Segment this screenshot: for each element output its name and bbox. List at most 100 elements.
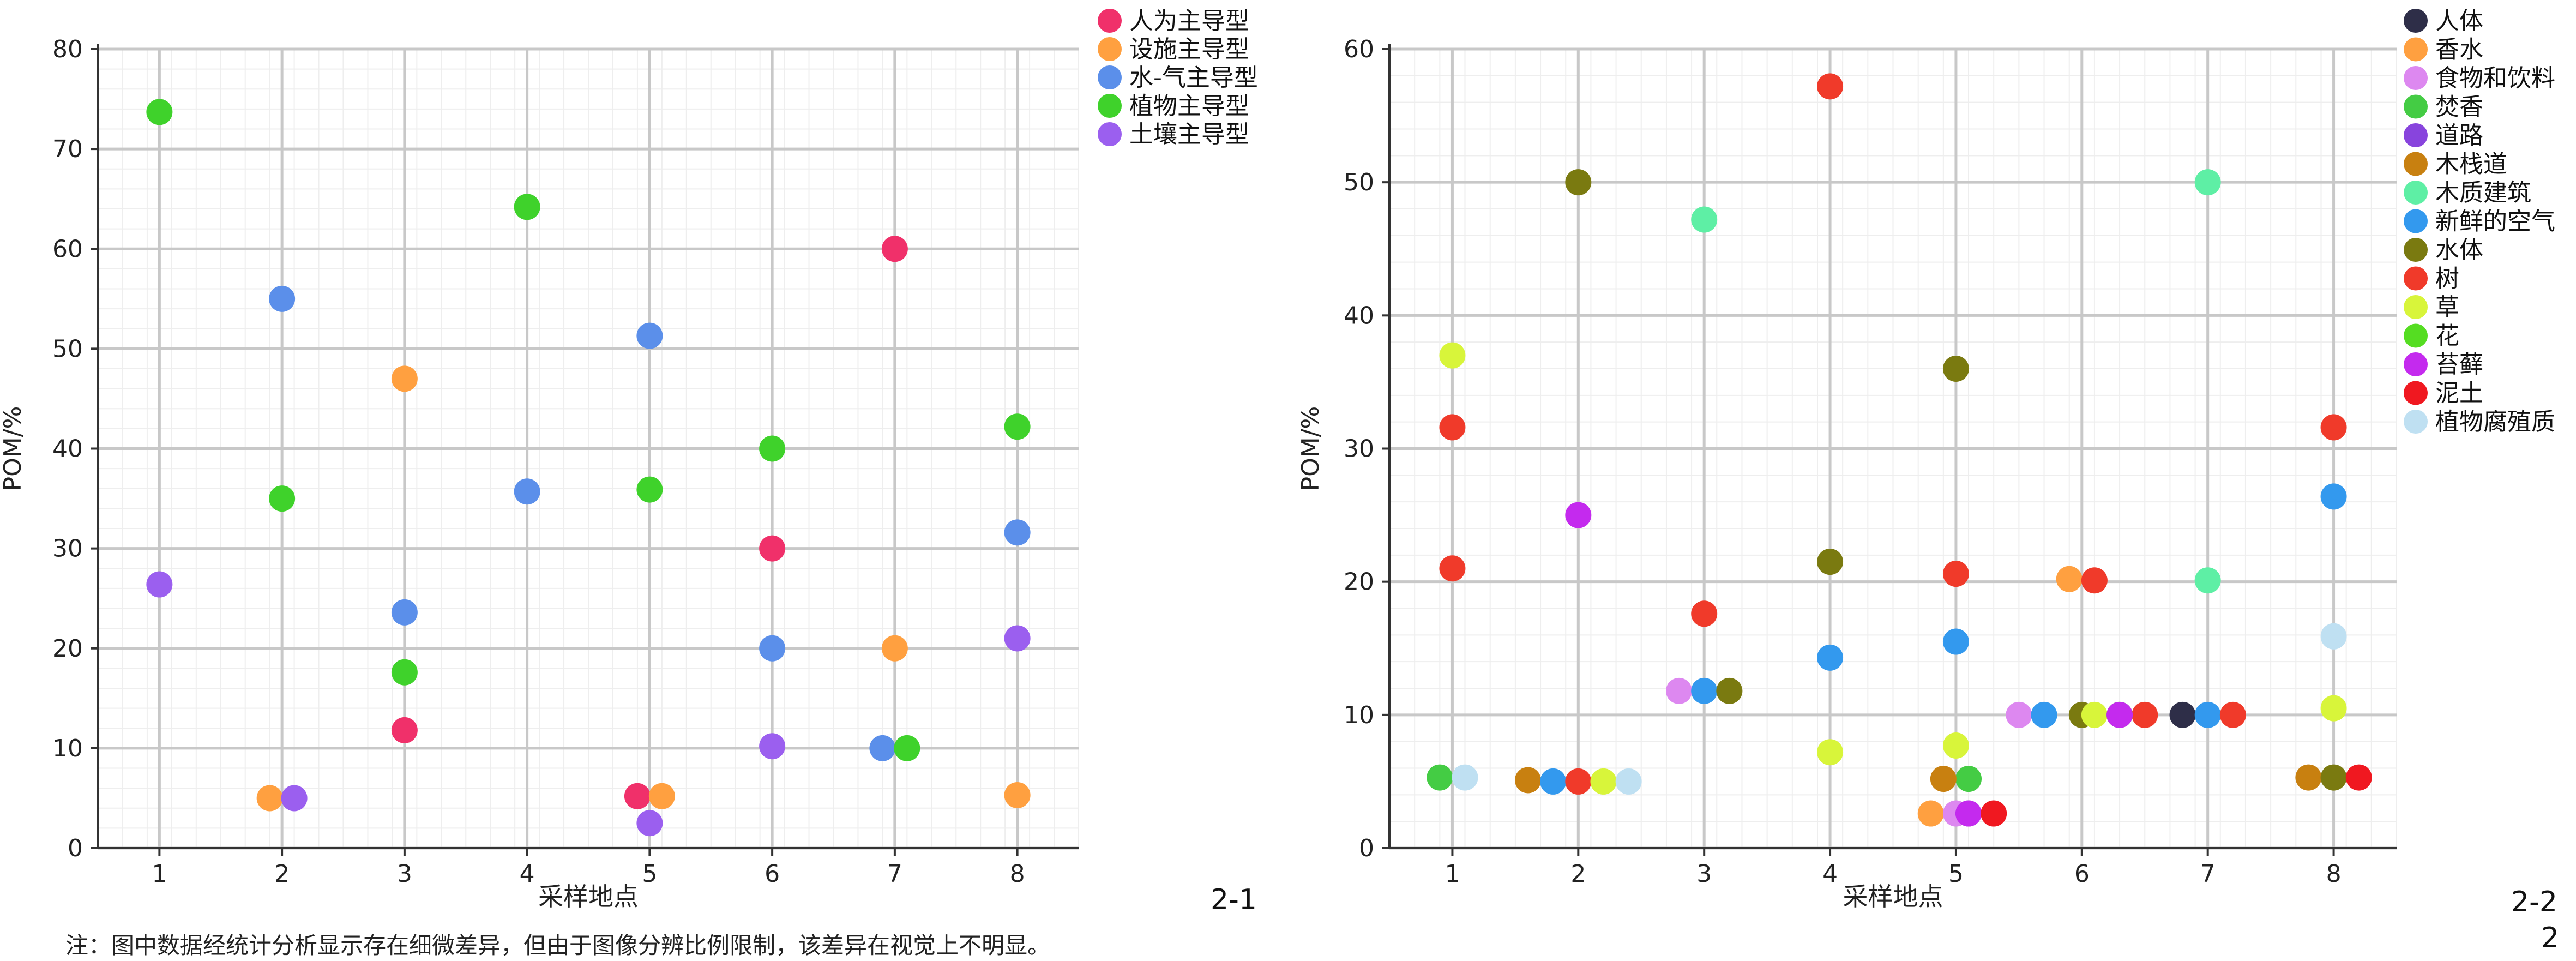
data-point	[2194, 567, 2221, 594]
legend-marker	[2404, 352, 2428, 376]
legend-marker	[2404, 238, 2428, 262]
data-point	[869, 735, 896, 761]
legend-marker	[2404, 9, 2428, 33]
data-point	[1615, 768, 1642, 795]
y-tick-label: 10	[1344, 701, 1374, 729]
data-point	[1955, 766, 1982, 792]
data-point	[1817, 644, 1844, 671]
data-point	[2219, 701, 2246, 728]
data-point	[2031, 701, 2057, 728]
legend-label: 泥土	[2435, 380, 2483, 407]
y-tick-label: 40	[52, 435, 83, 463]
legend-label: 人为主导型	[1129, 7, 1249, 35]
data-point	[759, 733, 786, 760]
data-point	[146, 571, 173, 598]
data-point	[636, 810, 663, 837]
legend-label: 木质建筑	[2435, 179, 2531, 207]
legend-label: 草	[2435, 293, 2459, 321]
panel-label-2-1: 2-1	[1211, 884, 1257, 916]
data-point	[1427, 764, 1453, 791]
y-tick-label: 60	[1344, 35, 1374, 63]
data-point	[1930, 766, 1957, 792]
y-tick-label: 10	[52, 735, 83, 762]
scatter-chart-2-1: 0 10 20 30 40 50 60 70 80 1 2 3 4 5 6 7 8 采样地点 POM/% 人为主导型设…	[0, 7, 1258, 911]
data-point	[1817, 739, 1844, 766]
major-grid	[98, 47, 1079, 850]
legend-label: 设施主导型	[1129, 35, 1249, 63]
legend-marker	[2404, 266, 2428, 291]
legend-marker	[2404, 323, 2428, 348]
data-point	[636, 322, 663, 349]
legend-label: 植物主导型	[1129, 92, 1249, 120]
data-point	[514, 194, 540, 220]
legend-marker	[2404, 152, 2428, 176]
legend-marker	[2404, 66, 2428, 90]
data-point	[1716, 677, 1743, 704]
data-point	[1590, 768, 1617, 795]
data-point	[1004, 413, 1031, 440]
data-point	[1565, 169, 1592, 196]
legend-label: 香水	[2435, 36, 2483, 64]
data-point	[2295, 764, 2322, 791]
data-point	[2006, 701, 2032, 728]
data-point	[1942, 561, 1969, 587]
x-tick-label: 2	[1570, 860, 1586, 888]
legend-marker	[2404, 410, 2428, 434]
legend-marker	[2404, 181, 2428, 205]
y-tick-label: 50	[1344, 169, 1374, 196]
legend-label: 焚香	[2435, 93, 2483, 121]
data-point	[1666, 677, 1693, 704]
major-grid	[1389, 47, 2397, 850]
legend-label: 食物和饮料	[2435, 64, 2555, 92]
y-tick-label: 60	[52, 235, 83, 263]
y-tick-label: 20	[52, 635, 83, 663]
data-point	[1691, 600, 1718, 627]
data-point	[2194, 169, 2221, 196]
data-point	[391, 717, 418, 743]
data-point	[391, 365, 418, 392]
data-point	[894, 735, 920, 761]
data-point	[1439, 555, 1466, 582]
data-point	[759, 435, 786, 462]
data-point	[146, 99, 173, 125]
data-point	[881, 236, 908, 262]
data-point	[2345, 764, 2372, 791]
x-tick-label: 3	[397, 860, 412, 888]
legend-label: 人体	[2435, 7, 2483, 35]
data-point	[1439, 342, 1466, 369]
legend-marker	[2404, 209, 2428, 233]
data-point	[2081, 701, 2108, 728]
x-tick-label: 7	[2200, 860, 2216, 888]
legend-marker	[2404, 123, 2428, 147]
y-tick-label: 0	[68, 834, 83, 862]
data-point	[514, 478, 540, 505]
data-point	[391, 599, 418, 626]
legend-label: 水-气主导型	[1129, 64, 1258, 92]
data-point	[1691, 206, 1718, 233]
legend-marker	[2404, 37, 2428, 62]
data-point	[2169, 701, 2196, 728]
y-tick-label: 30	[52, 535, 83, 563]
legend-marker	[1098, 94, 1122, 118]
data-point	[2081, 567, 2108, 594]
legend-marker	[2404, 295, 2428, 319]
legend-label: 道路	[2435, 122, 2483, 149]
x-tick-label: 6	[765, 860, 780, 888]
x-tick-label: 4	[1822, 860, 1838, 888]
data-point	[2320, 414, 2347, 441]
data-point	[391, 659, 418, 686]
data-point	[1004, 625, 1031, 652]
data-point	[281, 785, 308, 812]
data-point	[2320, 764, 2347, 791]
data-point	[2194, 701, 2221, 728]
data-point	[648, 783, 675, 809]
y-tick-label: 50	[52, 335, 83, 363]
x-tick-label: 8	[1010, 860, 1025, 888]
data-point	[2132, 701, 2158, 728]
x-tick-label: 1	[1445, 860, 1460, 888]
footnote: 注：图中数据经统计分析显示存在细微差异，但由于图像分辨比例限制，该差异在视觉上不…	[65, 932, 1051, 959]
y-tick-label: 20	[1344, 568, 1374, 596]
data-point	[759, 535, 786, 562]
